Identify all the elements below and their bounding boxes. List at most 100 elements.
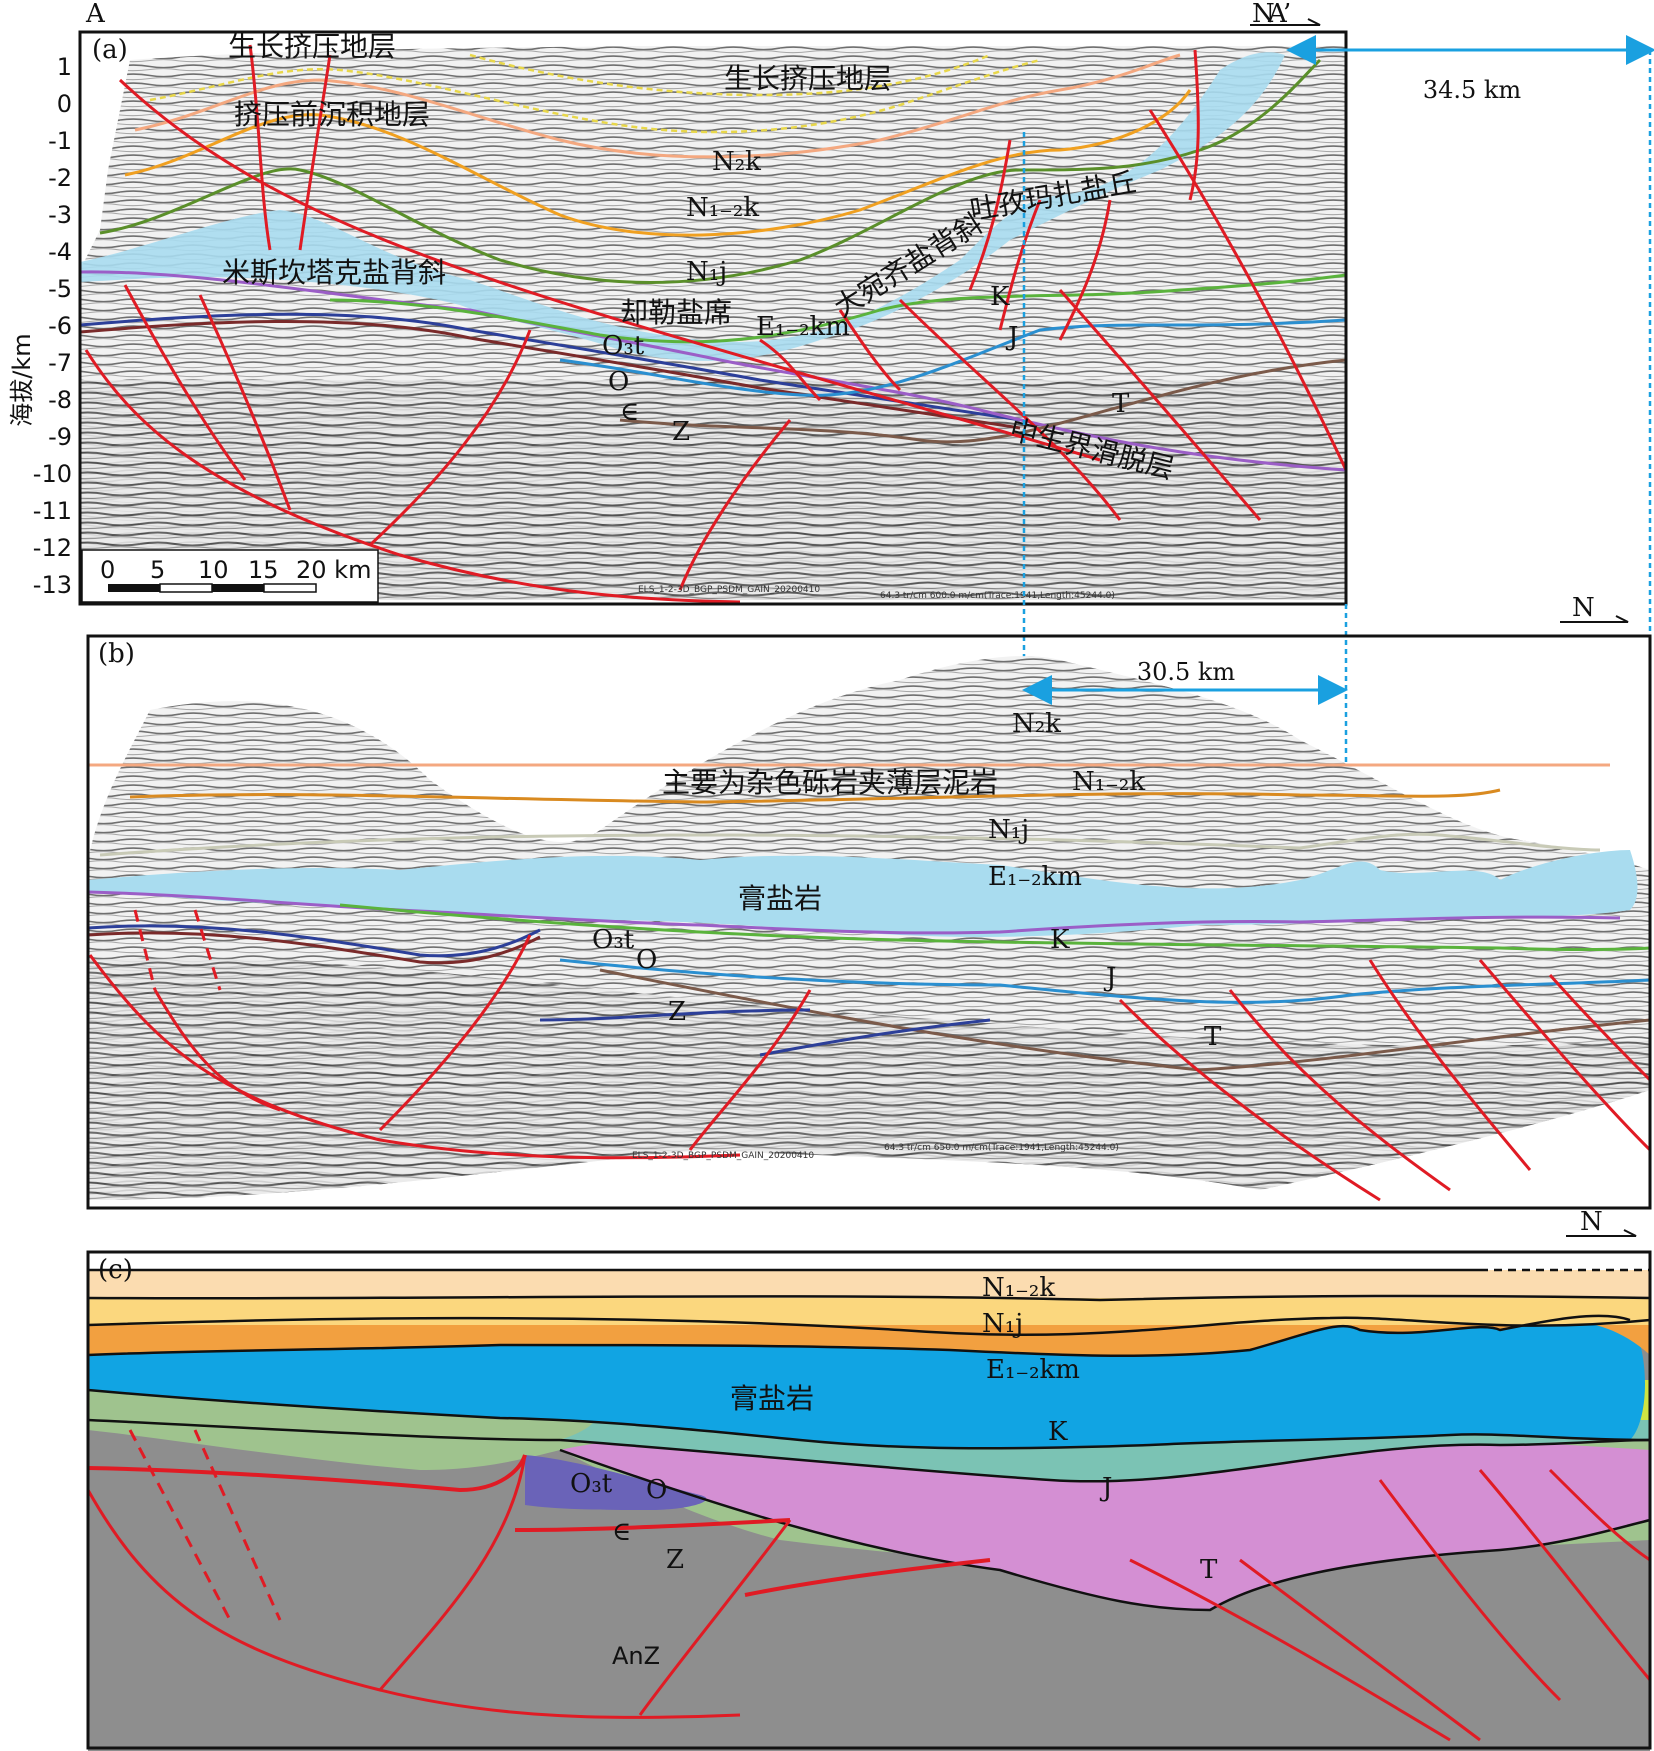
panel-a-label: (a) <box>92 35 128 65</box>
label-o-c: O <box>646 1475 667 1505</box>
label-misi-anticline: 米斯坎塔克盐背斜 <box>222 256 446 289</box>
distance-label-a: 34.5 km <box>1423 76 1522 104</box>
north-arrow-icon <box>1566 1229 1637 1237</box>
panel-b-label: (b) <box>98 639 135 669</box>
y-tick: 0 <box>57 90 72 118</box>
north-arrow-a: N <box>1250 0 1321 29</box>
label-o3t-b: O₃t <box>592 925 635 955</box>
label-gypsum-salt-c: 膏盐岩 <box>730 1382 814 1415</box>
label-o3t-c: O₃t <box>570 1469 613 1499</box>
label-gypsum-salt-b: 膏盐岩 <box>738 882 822 915</box>
panel-b: N <box>86 593 1652 1210</box>
label-n12k-c: N₁₋₂k <box>982 1273 1055 1303</box>
horizon-grey-b <box>99 832 1601 857</box>
y-axis-title: 海拔/km <box>8 333 36 426</box>
layer-t <box>560 1430 1650 1610</box>
y-tick: -9 <box>48 423 72 451</box>
scale-tick: 10 <box>198 556 229 584</box>
y-tick: -7 <box>48 349 72 377</box>
survey-note-b: ELS_1-2-3D_BGP_PSDM_GAIN_20200410 <box>632 1151 814 1161</box>
y-tick: -10 <box>33 460 72 488</box>
label-t-c: T <box>1200 1555 1218 1585</box>
label-conglomerate: 主要为杂色砾岩夹薄层泥岩 <box>662 766 998 799</box>
label-anz-c: AnZ <box>612 1642 660 1670</box>
y-tick: -6 <box>48 312 72 340</box>
horizon-cyan-a <box>559 318 1347 397</box>
label-z: Z <box>672 417 690 447</box>
label-k-c: K <box>1048 1417 1068 1447</box>
label-j: J <box>1005 322 1018 352</box>
panel-b-frame <box>86 634 1652 1210</box>
horizon-purple-a <box>79 270 1347 472</box>
label-cambrian-c: ∈ <box>612 1517 631 1547</box>
label-n1j-c: N₁j <box>982 1309 1023 1339</box>
y-tick: -8 <box>48 386 72 414</box>
distance-label-b: 30.5 km <box>1137 658 1236 686</box>
faults-b <box>88 909 1652 1202</box>
north-label-a: N <box>1252 0 1275 29</box>
panel-a-frame <box>78 30 1348 606</box>
label-pre-compression: 挤压前沉积地层 <box>234 98 430 131</box>
horizon-red-c <box>87 1454 527 1493</box>
y-tick: -13 <box>33 571 72 599</box>
label-n2k-b: N₂k <box>1012 709 1061 739</box>
y-tick: 1 <box>57 53 72 81</box>
trace-note-b: 64.3 tr/cm 650.0 m/cm(Trace:1941,Length:… <box>884 1143 1119 1153</box>
label-e12km-c: E₁₋₂km <box>986 1355 1080 1385</box>
faults-c <box>86 1429 1652 1742</box>
faults-a <box>84 44 1348 604</box>
label-k: K <box>990 282 1010 312</box>
label-t: T <box>1112 389 1130 419</box>
scale-tick: 20 km <box>296 556 371 584</box>
layer-n12k <box>88 1270 1650 1298</box>
horizon-green-b <box>339 903 1651 951</box>
label-z-b: Z <box>668 997 686 1027</box>
north-label-c: N <box>1580 1207 1603 1237</box>
horizon-olive-a <box>99 58 1322 284</box>
label-o: O <box>608 367 629 397</box>
y-tick: -4 <box>48 238 72 266</box>
panel-c-frame <box>86 1250 1652 1750</box>
north-arrow-icon <box>1250 18 1321 26</box>
horizon-green-a <box>329 273 1347 344</box>
y-tick: -12 <box>33 534 72 562</box>
label-n1j: N₁j <box>686 257 727 287</box>
north-arrow-icon <box>1560 615 1629 623</box>
panel-c: N <box>86 1207 1652 1751</box>
y-tick: -1 <box>48 127 72 155</box>
horizon-yellow-dashed-a2 <box>469 53 991 97</box>
horizon-brown-b <box>87 931 541 965</box>
label-o3t: O₃t <box>602 331 645 361</box>
scale-tick: 15 <box>248 556 279 584</box>
label-quele-salt: 却勒盐席 <box>620 296 732 329</box>
horizon-brown-a <box>79 319 1021 430</box>
north-arrow-b: N <box>1560 593 1629 623</box>
label-growth-top: 生长挤压地层 <box>228 30 396 63</box>
section-start-label: A <box>85 0 106 29</box>
label-t-b: T <box>1204 1022 1222 1052</box>
horizon-blue-b2 <box>539 1008 811 1022</box>
label-n12k: N₁₋₂k <box>686 193 759 223</box>
label-n12k-b: N₁₋₂k <box>1072 767 1145 797</box>
horizon-orange-a <box>124 89 1192 237</box>
survey-note-a: ELS_1-2-3D_BGP_PSDM_GAIN_20200410 <box>638 585 820 595</box>
scale-tick: 0 <box>100 556 115 584</box>
horizon-salmon-a <box>134 53 1181 159</box>
panel-c-label: (c) <box>98 1255 133 1285</box>
horizon-red-c2 <box>514 1518 791 1532</box>
label-o-b: O <box>636 945 657 975</box>
label-e12km-b: E₁₋₂km <box>988 862 1082 892</box>
label-z-c: Z <box>666 1545 684 1575</box>
horizon-cyan-b <box>559 958 1651 1004</box>
horizon-blue-b <box>87 924 541 958</box>
horizon-dark-a <box>619 358 1347 444</box>
y-tick: -2 <box>48 164 72 192</box>
boundaries-c <box>87 1268 1651 1612</box>
layer-ordovician <box>525 1455 707 1510</box>
label-j-b: J <box>1103 963 1116 993</box>
scale-bar: 0 5 10 15 20 km <box>81 549 379 603</box>
salt-body-a <box>80 52 1285 361</box>
scale-tick: 5 <box>150 556 165 584</box>
label-cambrian: ∈ <box>620 397 639 427</box>
